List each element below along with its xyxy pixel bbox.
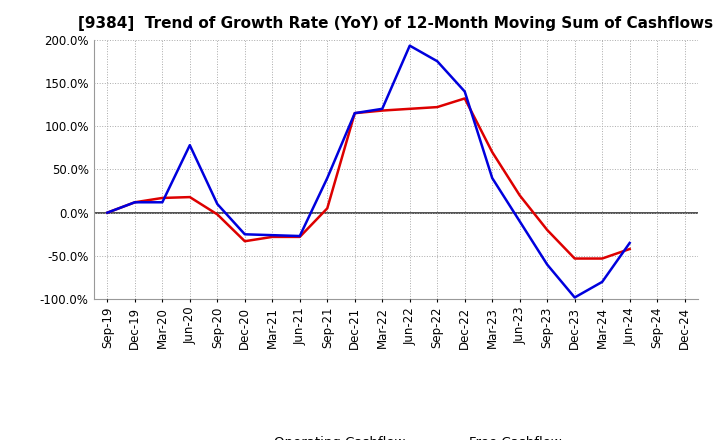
Title: [9384]  Trend of Growth Rate (YoY) of 12-Month Moving Sum of Cashflows: [9384] Trend of Growth Rate (YoY) of 12-… <box>78 16 714 32</box>
Free Cashflow <box>213 202 222 207</box>
Free Cashflow <box>351 110 359 116</box>
Operating Cashflow <box>516 193 524 198</box>
Legend: Operating Cashflow, Free Cashflow: Operating Cashflow, Free Cashflow <box>225 430 567 440</box>
Line: Free Cashflow: Free Cashflow <box>107 46 630 297</box>
Free Cashflow <box>295 233 304 238</box>
Free Cashflow <box>460 89 469 94</box>
Operating Cashflow <box>295 234 304 239</box>
Operating Cashflow <box>130 200 139 205</box>
Free Cashflow <box>626 240 634 246</box>
Operating Cashflow <box>240 238 249 244</box>
Operating Cashflow <box>268 234 276 239</box>
Operating Cashflow <box>626 246 634 252</box>
Operating Cashflow <box>460 96 469 101</box>
Line: Operating Cashflow: Operating Cashflow <box>107 99 630 259</box>
Operating Cashflow <box>213 212 222 217</box>
Free Cashflow <box>570 295 579 300</box>
Operating Cashflow <box>598 256 606 261</box>
Free Cashflow <box>488 176 497 181</box>
Free Cashflow <box>433 59 441 64</box>
Free Cashflow <box>516 219 524 224</box>
Free Cashflow <box>405 43 414 48</box>
Operating Cashflow <box>543 227 552 233</box>
Operating Cashflow <box>351 110 359 116</box>
Operating Cashflow <box>103 210 112 215</box>
Free Cashflow <box>186 143 194 148</box>
Operating Cashflow <box>488 150 497 155</box>
Free Cashflow <box>543 262 552 267</box>
Free Cashflow <box>323 176 332 181</box>
Operating Cashflow <box>186 194 194 200</box>
Operating Cashflow <box>570 256 579 261</box>
Operating Cashflow <box>378 108 387 113</box>
Free Cashflow <box>268 232 276 238</box>
Free Cashflow <box>158 200 166 205</box>
Free Cashflow <box>130 200 139 205</box>
Operating Cashflow <box>158 195 166 201</box>
Free Cashflow <box>598 279 606 285</box>
Operating Cashflow <box>323 205 332 211</box>
Free Cashflow <box>103 210 112 215</box>
Operating Cashflow <box>405 106 414 111</box>
Free Cashflow <box>240 231 249 237</box>
Free Cashflow <box>378 106 387 111</box>
Operating Cashflow <box>433 104 441 110</box>
